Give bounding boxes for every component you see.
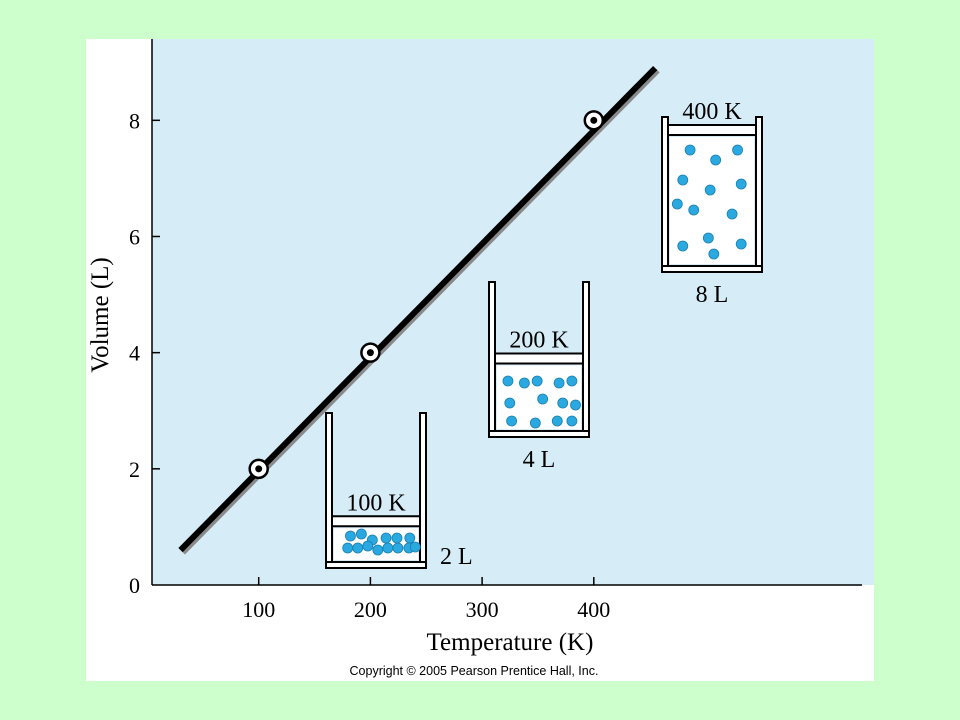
temperature-label: 400 K bbox=[682, 99, 742, 125]
x-tick-label: 400 bbox=[577, 597, 610, 622]
gas-molecule bbox=[409, 541, 421, 553]
gas-molecule bbox=[345, 530, 356, 542]
gas-cylinder: 200 K 4 L bbox=[488, 281, 590, 473]
gas-molecule bbox=[502, 375, 514, 387]
gas-cylinder: 400 K 8 L bbox=[661, 99, 763, 308]
data-point bbox=[248, 458, 269, 480]
volume-label: 4 L bbox=[523, 447, 556, 473]
cylinder-base bbox=[325, 561, 427, 569]
gas-molecule bbox=[566, 375, 578, 387]
gas-molecule bbox=[537, 393, 549, 405]
temperature-label: 200 K bbox=[509, 328, 569, 354]
piston bbox=[494, 352, 584, 365]
gas-molecule bbox=[391, 532, 403, 544]
x-tick-label: 300 bbox=[466, 597, 499, 622]
gas-molecule bbox=[710, 154, 722, 166]
data-point-center bbox=[255, 465, 263, 473]
gas-molecule bbox=[570, 399, 581, 411]
gas-molecule bbox=[671, 198, 683, 210]
y-axis-title: Volume (L) bbox=[87, 257, 114, 373]
cylinder-base bbox=[488, 430, 590, 438]
volume-label: 8 L bbox=[696, 282, 729, 308]
cylinder-wall-right bbox=[755, 116, 763, 273]
gas-molecule bbox=[702, 232, 714, 244]
y-tick-label: 2 bbox=[129, 457, 140, 482]
gas-molecule bbox=[566, 415, 578, 427]
data-point bbox=[360, 342, 381, 363]
gas-molecule bbox=[704, 184, 716, 196]
gas-molecule bbox=[531, 375, 543, 387]
gas-molecule bbox=[506, 415, 518, 427]
copyright-notice: Copyright © 2005 Pearson Prentice Hall, … bbox=[350, 664, 599, 678]
volume-label: 2 L bbox=[440, 544, 473, 570]
gas-molecule bbox=[382, 542, 394, 554]
gas-molecule bbox=[732, 144, 743, 156]
plot-area bbox=[152, 39, 874, 585]
figure-panel: 0 2 4 6 8 100 200 300 400 100 K 2 L 200 K 4 L 400 K 8… bbox=[86, 39, 874, 681]
data-point bbox=[583, 110, 605, 131]
piston bbox=[331, 515, 421, 528]
gas-molecule bbox=[551, 415, 563, 427]
gas-molecule bbox=[708, 248, 720, 260]
temperature-label: 100 K bbox=[346, 490, 406, 516]
gas-molecule bbox=[735, 178, 747, 190]
x-tick-label: 200 bbox=[354, 597, 387, 622]
y-tick-label: 8 bbox=[129, 108, 140, 133]
gas-molecule bbox=[553, 377, 565, 389]
x-axis-title: Temperature (K) bbox=[427, 629, 594, 656]
gas-molecule bbox=[352, 542, 364, 554]
gas-molecule bbox=[380, 532, 392, 544]
gas-molecule bbox=[404, 532, 416, 544]
y-tick-label: 6 bbox=[129, 224, 140, 249]
gas-molecule bbox=[518, 377, 530, 389]
gas-molecule bbox=[677, 240, 689, 252]
gas-molecule bbox=[504, 397, 516, 409]
gas-molecule bbox=[392, 542, 404, 554]
gas-molecule bbox=[735, 238, 747, 250]
cylinder-wall-left bbox=[325, 412, 333, 569]
cylinder-wall-right bbox=[419, 412, 427, 569]
gas-molecule bbox=[677, 174, 689, 186]
gas-molecule bbox=[726, 208, 738, 220]
piston bbox=[667, 124, 757, 136]
gas-molecule bbox=[362, 540, 374, 552]
y-tick-label: 4 bbox=[129, 341, 140, 366]
gas-molecule bbox=[342, 542, 354, 554]
gas-molecule bbox=[557, 397, 569, 409]
gas-molecule bbox=[529, 417, 541, 429]
data-point-center bbox=[590, 116, 598, 124]
cylinder-wall-left bbox=[661, 116, 669, 273]
gas-molecule bbox=[372, 544, 384, 556]
data-point-center bbox=[366, 349, 374, 357]
gas-molecule bbox=[688, 204, 700, 216]
chart: 0 2 4 6 8 100 200 300 400 100 K 2 L 200 K 4 L 400 K 8… bbox=[87, 39, 874, 678]
gas-cylinder: 100 K 2 L bbox=[325, 412, 473, 570]
gas-molecule bbox=[355, 528, 367, 540]
cylinder-base bbox=[661, 265, 763, 273]
y-tick-label: 0 bbox=[129, 573, 140, 598]
gas-molecule bbox=[684, 144, 696, 156]
x-tick-label: 100 bbox=[242, 597, 275, 622]
